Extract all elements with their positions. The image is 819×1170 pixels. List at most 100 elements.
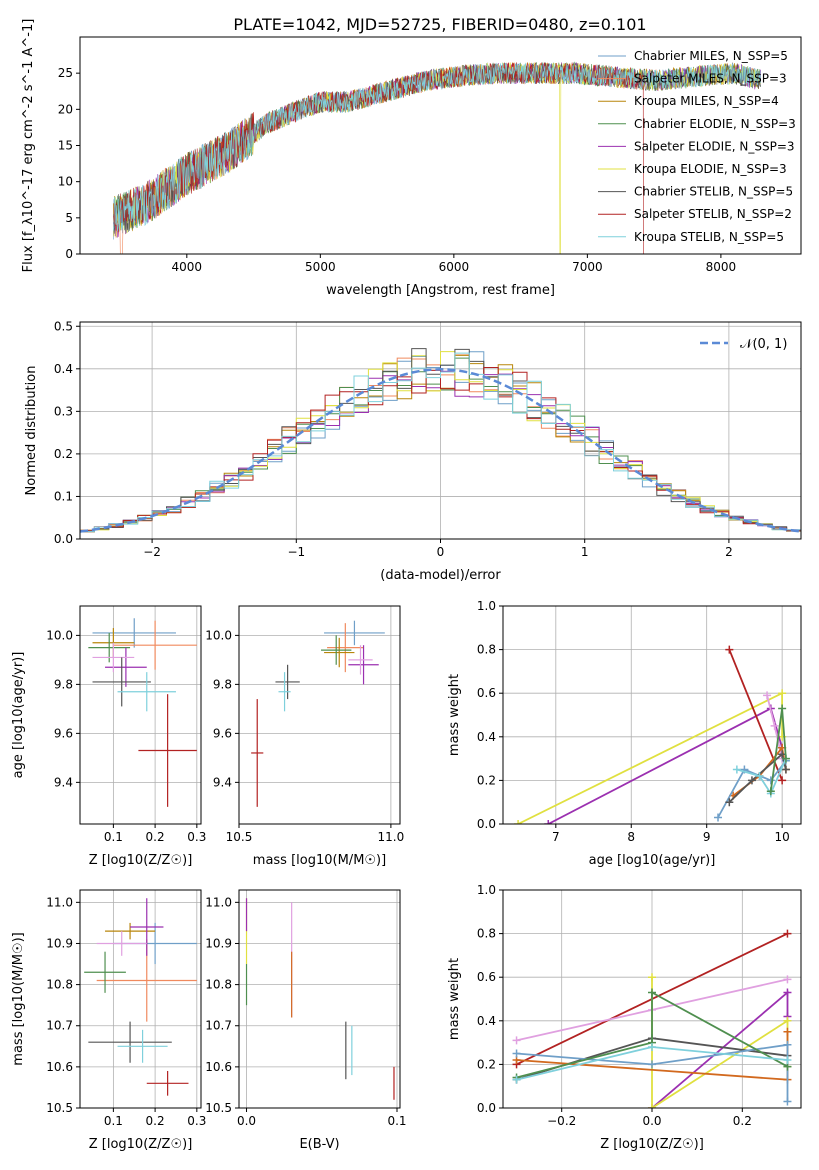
- chart-layer: 4000 5000 6000 7000 80000510152025wavelength…: [11, 19, 802, 1152]
- x-axis-label: age [log10(age/yr)]: [589, 853, 716, 868]
- y-tick-label: 0.6: [477, 686, 496, 700]
- plus-marker: [714, 813, 723, 822]
- y-axis-label: mass [log10(M/M☉)]: [11, 932, 26, 1065]
- y-tick-label: 0.5: [54, 319, 73, 333]
- y-tick-label: 10.8: [205, 978, 232, 992]
- x-axis-label: Z [log10(Z/Z☉)]: [89, 1137, 193, 1152]
- weight-series: [516, 1043, 789, 1102]
- plus-marker: [512, 1036, 521, 1045]
- y-tick-label: 10.7: [205, 1019, 232, 1033]
- y-tick-label: 0.3: [54, 404, 73, 418]
- plus-marker: [783, 929, 792, 938]
- axes-frame: [238, 605, 401, 825]
- plus-marker: [763, 691, 772, 700]
- x-tick-label: 7000: [572, 260, 603, 274]
- y-tick-label: 10.9: [205, 936, 232, 950]
- legend-label: Salpeter STELIB, N_SSP=2: [634, 207, 792, 221]
- plot-area: [113, 61, 761, 254]
- plus-marker: [778, 704, 787, 713]
- x-tick-label: 10: [774, 830, 789, 844]
- x-tick-label: 0.2: [146, 1114, 165, 1128]
- plot-area: [251, 620, 385, 807]
- legend-label: Chabrier STELIB, N_SSP=5: [634, 185, 793, 199]
- errorbar-point: [105, 647, 147, 687]
- plus-marker: [781, 765, 790, 774]
- errorbar-point: [327, 623, 364, 673]
- plus-marker: [783, 988, 792, 997]
- errorbar-point: [130, 898, 164, 956]
- errorbar-point: [117, 1029, 168, 1063]
- spectrum-line: [113, 62, 761, 232]
- y-tick-label: 0.8: [477, 643, 496, 657]
- y-tick-label: 9.8: [213, 677, 232, 691]
- x-tick-label: 8000: [706, 260, 737, 274]
- y-tick-label: 0.1: [54, 489, 73, 503]
- plus-marker: [512, 1075, 521, 1084]
- weight-series: [736, 758, 787, 796]
- plus-marker: [648, 1042, 656, 1051]
- errorbar-point: [348, 645, 379, 685]
- plus-marker: [648, 973, 656, 982]
- plot-area: [88, 618, 197, 807]
- y-tick-label: 25: [58, 66, 73, 80]
- plus-marker: [512, 1049, 521, 1058]
- errorbar-point: [146, 1070, 189, 1096]
- errorbar-point: [96, 931, 147, 956]
- chart-weight_Z: −0.2 0.0 0.2 0.0 0.2 0.4 0.6 0.8 1.0 Z [log10(Z/Z…: [447, 883, 802, 1152]
- y-tick-label: 0.4: [477, 730, 496, 744]
- y-tick-label: 9.8: [54, 677, 73, 691]
- chart-weight_age: 7 8 9 10 0.0 0.2 0.4 0.6 0.8 1.0 age [log10(age/yr…: [447, 599, 802, 868]
- weight-series: [651, 990, 789, 1108]
- plus-marker: [755, 772, 764, 781]
- axes-frame: [79, 605, 202, 825]
- y-tick-label: 5: [65, 211, 73, 225]
- y-tick-label: 0.2: [477, 1057, 496, 1071]
- y-axis-label: Normed distribution: [24, 366, 39, 496]
- y-axis-label: Flux [f_λ10^-17 erg cm^-2 s^-1 A^-1]: [21, 19, 36, 273]
- errorbar-point: [138, 694, 197, 807]
- y-tick-label: 10.8: [46, 978, 73, 992]
- y-tick-label: 1.0: [477, 599, 496, 613]
- errorbar-point: [92, 642, 135, 673]
- legend-label: 𝒩(0, 1): [740, 337, 787, 352]
- histogram-series: [80, 352, 801, 532]
- x-tick-label: 5000: [305, 260, 336, 274]
- errorbar-point: [92, 657, 151, 707]
- plus-marker: [783, 1016, 792, 1025]
- y-tick-label: 11.0: [46, 895, 73, 909]
- plus-marker: [725, 798, 734, 807]
- plus-marker: [781, 754, 790, 763]
- plot-area: [514, 645, 790, 824]
- legend-label: Kroupa STELIB, N_SSP=5: [634, 230, 784, 244]
- y-tick-label: 10.5: [205, 1101, 232, 1115]
- plot-area: [512, 929, 792, 1108]
- y-tick-label: 0.0: [477, 817, 496, 831]
- x-tick-label: 6000: [439, 260, 470, 274]
- y-tick-label: 10.0: [46, 628, 73, 642]
- x-tick-label: 0.3: [187, 1114, 206, 1128]
- errorbar-point: [321, 635, 352, 665]
- plus-marker: [648, 988, 656, 997]
- chart-residuals: −2 −1 0 1 2 0.0 0.1 0.2 0.3 0.4 0.5 (data-model)/er…: [24, 319, 802, 583]
- y-tick-label: 10.9: [46, 936, 73, 950]
- y-tick-label: 9.4: [54, 775, 73, 789]
- x-tick-label: 1: [581, 545, 589, 559]
- chart-age_Z: 0.1 0.2 0.3 9.4 9.6 9.8 10.0 Z [log10(Z/Z☉)] age…: [11, 605, 206, 868]
- chart-mass_Z: 0.1 0.2 0.3 10.5 10.6 10.7 10.8 10.9 11.0 Z [log1…: [11, 889, 206, 1152]
- plus-marker: [770, 721, 779, 730]
- plus-marker: [783, 1056, 792, 1065]
- x-tick-label: 8: [627, 830, 635, 844]
- y-tick-label: 10.6: [205, 1060, 232, 1074]
- errorbar-point: [84, 951, 126, 993]
- axes-frame: [502, 605, 802, 825]
- y-tick-label: 0: [65, 247, 73, 261]
- x-tick-label: 0.3: [187, 830, 206, 844]
- plus-marker: [783, 1097, 792, 1106]
- errorbar-point: [105, 922, 156, 940]
- weight-series: [517, 691, 783, 824]
- y-tick-label: 10.5: [46, 1101, 73, 1115]
- y-tick-label: 1.0: [477, 883, 496, 897]
- errorbar-point: [275, 664, 300, 700]
- y-axis-label: mass weight: [447, 674, 462, 756]
